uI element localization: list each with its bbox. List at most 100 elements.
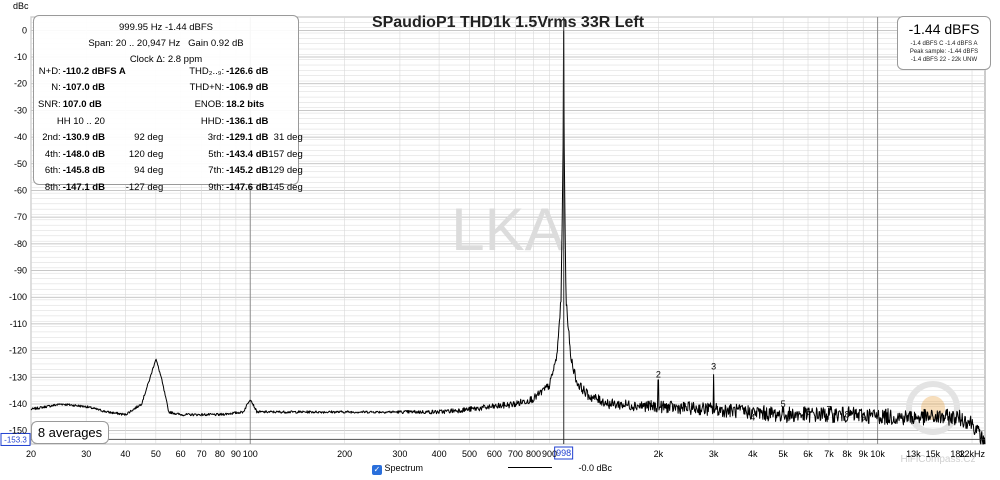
spectrum-checkbox[interactable]: ✓ bbox=[372, 465, 382, 475]
watermark: LKA bbox=[451, 196, 564, 263]
stats-row: N+D: -110.2 dBFS A THD₂..₉: -126.6 dB bbox=[38, 63, 303, 80]
x-tick-label: 3k bbox=[709, 449, 719, 459]
stats-span-gain: Span: 20 .. 20,947 Hz Gain 0.92 dB bbox=[34, 38, 298, 49]
stats-cell-v1: -147.1 dB bbox=[62, 181, 105, 193]
harmonic-label: 6 bbox=[805, 407, 810, 417]
y-tick-label: -110 bbox=[10, 319, 27, 329]
x-tick-label: 600 bbox=[487, 449, 502, 459]
stats-clock: Clock Δ: 2.8 ppm bbox=[129, 54, 203, 65]
level-line: -1.4 dBFS C -1.4 dBFS A bbox=[910, 41, 978, 47]
stats-cell-d1: 120 deg bbox=[128, 148, 164, 160]
stats-row: N: -107.0 dB THD+N: -106.9 dB bbox=[38, 80, 303, 97]
y-tick-label: -100 bbox=[9, 292, 27, 302]
level-panel[interactable]: -1.44 dBFS -1.4 dBFS C -1.4 dBFS A Peak … bbox=[897, 16, 991, 70]
cursor-x-label: 998 bbox=[556, 448, 571, 458]
stats-cell-k1: 6th: bbox=[44, 165, 61, 177]
stats-cell-v1: -145.8 dB bbox=[62, 165, 105, 177]
stats-cell-v2: -126.6 dB bbox=[226, 65, 269, 77]
stats-panel[interactable]: 999.95 Hz -1.44 dBFS Span: 20 .. 20,947 … bbox=[33, 15, 303, 193]
stats-cell-v2: 18.2 bits bbox=[226, 98, 265, 110]
stats-cell-d1 bbox=[126, 113, 190, 130]
stats-cell-v2: -143.4 dB bbox=[226, 148, 269, 160]
stats-gain: Gain 0.92 dB bbox=[188, 38, 244, 49]
stats-cell-v2: -106.9 dB bbox=[226, 82, 269, 94]
spectrum-trace bbox=[30, 30, 986, 445]
x-tick-label: 60 bbox=[176, 449, 186, 459]
stats-cell-k2: 9th: bbox=[208, 181, 225, 193]
stats-cell-d2 bbox=[268, 63, 302, 80]
x-tick-label: 500 bbox=[462, 449, 477, 459]
cursor-x-box bbox=[554, 446, 574, 460]
stats-cell-v2: -147.6 dB bbox=[226, 181, 269, 193]
y-tick-label: -50 bbox=[14, 159, 27, 169]
stats-cell-v1: 107.0 dB bbox=[62, 98, 102, 110]
y-tick-label: -150 bbox=[9, 426, 27, 436]
harmonic-label: 9 bbox=[861, 412, 866, 422]
y-tick-label: -30 bbox=[14, 105, 27, 115]
x-tick-label: 9k bbox=[858, 449, 868, 459]
x-tick-label: 10k bbox=[870, 449, 885, 459]
stats-cell-k2: ENOB: bbox=[194, 98, 225, 110]
stats-cell-d1 bbox=[126, 96, 190, 113]
stats-cell-v1: -110.2 dBFS A bbox=[62, 65, 126, 77]
stats-span: Span: 20 .. 20,947 Hz bbox=[88, 38, 181, 49]
level-line: -1.4 dBFS 22 - 22k UNW bbox=[910, 57, 978, 63]
cursor-y-box bbox=[0, 432, 31, 446]
y-tick-label: -130 bbox=[9, 372, 27, 382]
stats-cell-k1: 8th: bbox=[44, 181, 61, 193]
stats-cell-d1: 92 deg bbox=[134, 132, 164, 144]
level-main: -1.44 dBFS bbox=[908, 21, 980, 37]
stats-cell-v2: -145.2 dB bbox=[226, 165, 269, 177]
x-tick-label: 50 bbox=[151, 449, 161, 459]
x-tick-label: 13k bbox=[906, 449, 921, 459]
chart-title: SPaudioP1 THD1k 1.5Vrms 33R Left bbox=[372, 14, 645, 31]
x-tick-label: 6k bbox=[803, 449, 813, 459]
stats-cell-k1: 2nd: bbox=[42, 132, 61, 144]
x-tick-label: 4k bbox=[748, 449, 758, 459]
x-tick-label: 8k bbox=[842, 449, 852, 459]
harmonic-label: 7 bbox=[826, 404, 831, 414]
stats-cell-d1 bbox=[126, 80, 190, 97]
y-tick-label: -90 bbox=[14, 266, 27, 276]
stats-cell-k1: N: bbox=[51, 82, 61, 94]
y-tick-label: -20 bbox=[14, 79, 27, 89]
x-tick-label: 7k bbox=[824, 449, 834, 459]
stats-row: SNR: 107.0 dB ENOB: 18.2 bits bbox=[38, 96, 303, 113]
y-tick-label: -140 bbox=[9, 399, 27, 409]
stats-cell-v2: -129.1 dB bbox=[226, 132, 269, 144]
stats-row: 6th: -145.8 dB 94 deg 7th: -145.2 dB 129 deg bbox=[38, 163, 303, 180]
y-tick-label: -70 bbox=[14, 212, 27, 222]
y-axis-label: dBc bbox=[13, 1, 29, 11]
level-legend-label: -0.0 dBc bbox=[578, 463, 613, 473]
corner-watermark: HiFiCompass.Cz bbox=[900, 454, 975, 465]
y-tick-label: -10 bbox=[14, 52, 27, 62]
x-tick-label: 18k bbox=[950, 449, 965, 459]
stats-cell-v1: -130.9 dB bbox=[62, 132, 105, 144]
stats-cell-k2: HHD: bbox=[200, 115, 225, 127]
harmonic-label: 2 bbox=[656, 370, 661, 380]
x-tick-label: 70 bbox=[197, 449, 207, 459]
legend-spectrum[interactable]: ✓ Spectrum bbox=[372, 463, 423, 475]
y-tick-label: -80 bbox=[14, 239, 27, 249]
stats-row: 8th: -147.1 dB -127 deg 9th: -147.6 dB 145 de… bbox=[38, 179, 303, 196]
averages-badge[interactable]: 8 averages bbox=[31, 421, 109, 444]
x-tick-label: 80 bbox=[215, 449, 225, 459]
x-tick-label: 30 bbox=[81, 449, 91, 459]
legend-level: -0.0 dBc bbox=[508, 463, 612, 473]
harmonic-label: 8 bbox=[845, 410, 850, 420]
x-tick-label: 22kHz bbox=[959, 449, 985, 459]
stats-cell-k2: 7th: bbox=[208, 165, 225, 177]
stats-cell-d1: -127 deg bbox=[125, 181, 164, 193]
stats-cell-d2: 145 deg bbox=[268, 181, 303, 193]
stats-cell-v1: -148.0 dB bbox=[62, 148, 105, 160]
stats-cell-k1: N+D: bbox=[38, 65, 61, 77]
x-tick-label: 100 bbox=[243, 449, 258, 459]
stats-cell-k2: THD+N: bbox=[189, 82, 225, 94]
stats-cell-k2: THD₂..₉: bbox=[189, 65, 225, 77]
stats-cell-d2 bbox=[268, 113, 302, 130]
x-tick-label: 15k bbox=[926, 449, 941, 459]
stats-cell-d2: 129 deg bbox=[268, 165, 303, 177]
x-tick-label: 20 bbox=[26, 449, 36, 459]
stats-cell-d1: 94 deg bbox=[134, 165, 164, 177]
axes: 0 -10 -20 -30 -40 -50 -60 -70 -80 -90 -100 -110 -120… bbox=[9, 25, 986, 459]
